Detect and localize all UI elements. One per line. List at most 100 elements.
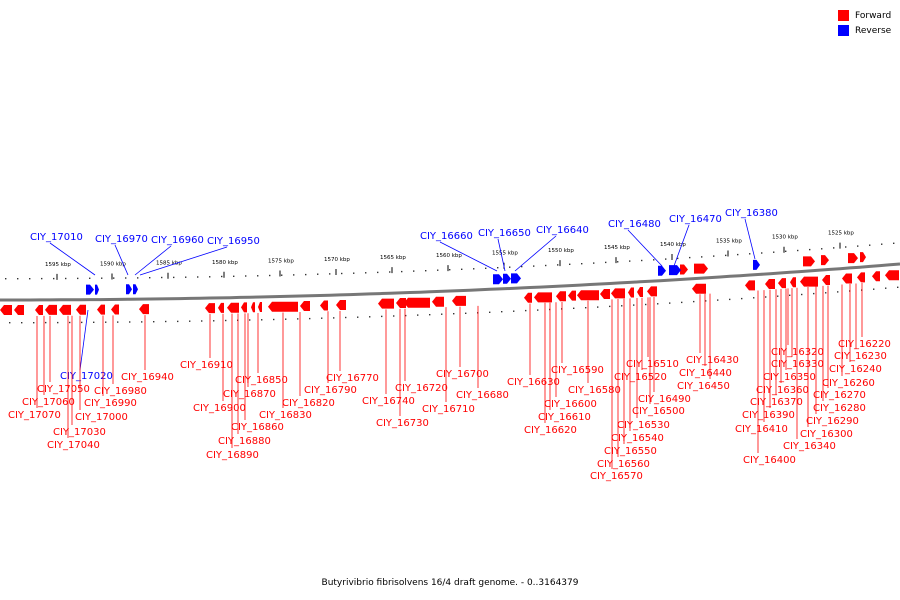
ruler-tick-label: 1570 kbp xyxy=(324,257,350,263)
reverse-gene-arrow xyxy=(493,274,503,285)
gene-label: CIY_17060 xyxy=(22,397,75,408)
reverse-gene-arrow xyxy=(133,284,138,295)
forward-gene-arrow xyxy=(45,304,57,315)
gene-label: CIY_16580 xyxy=(568,385,621,396)
gene-label: CIY_16790 xyxy=(304,385,357,396)
ruler-dot xyxy=(221,275,223,278)
reverse-gene-arrow xyxy=(658,265,666,276)
ruler-tick-label: 1590 kbp xyxy=(100,261,126,267)
ruler-dot xyxy=(293,274,295,276)
reverse-swatch xyxy=(838,25,849,36)
ruler-dot xyxy=(585,307,587,309)
ruler-dot xyxy=(233,275,235,277)
ruler-dot xyxy=(401,270,403,273)
gene-leader-line xyxy=(139,246,228,276)
gene-leader-line xyxy=(673,224,690,267)
gene-label: CIY_16540 xyxy=(611,433,664,444)
legend-forward: Forward xyxy=(838,8,891,23)
gene-label: CIY_16830 xyxy=(259,410,312,421)
ruler-dot xyxy=(453,313,455,315)
gene-leader-line xyxy=(114,244,129,276)
gene-label: CIY_16640 xyxy=(536,225,589,236)
ruler-dot xyxy=(605,261,607,264)
gene-label: CIY_16560 xyxy=(597,459,650,470)
ruler-dot xyxy=(21,322,23,324)
ruler-dot xyxy=(501,311,503,313)
map-caption: Butyrivibrio fibrisolvens 16/4 draft gen… xyxy=(321,578,579,588)
ruler-dot xyxy=(701,256,703,258)
gene-label: CIY_16570 xyxy=(590,471,643,482)
forward-gene-arrow xyxy=(452,295,466,306)
ruler-dot xyxy=(29,278,31,280)
ruler-dot xyxy=(689,256,691,259)
gene-label: CIY_16680 xyxy=(456,390,509,401)
reverse-gene-arrow xyxy=(95,284,99,295)
ruler-dot xyxy=(737,253,739,256)
gene-label: CIY_16860 xyxy=(231,422,284,433)
ruler-dot xyxy=(825,292,827,294)
ruler-dot xyxy=(389,271,391,273)
forward-gene-arrow xyxy=(556,291,566,302)
gene-leader-line xyxy=(79,309,89,371)
ruler-dot xyxy=(333,317,335,319)
gene-label: CIY_16220 xyxy=(838,339,891,350)
gene-label: CIY_16770 xyxy=(326,373,379,384)
ruler-dot xyxy=(41,277,43,280)
ruler-dot xyxy=(33,322,35,324)
ruler-dot xyxy=(593,262,595,264)
ruler-dot xyxy=(321,317,323,319)
ruler-tick-label: 1560 kbp xyxy=(436,253,462,259)
ruler-dot xyxy=(93,321,95,323)
gene-label: CIY_16910 xyxy=(180,360,233,371)
gene-label: CIY_16970 xyxy=(95,234,148,245)
gene-leader-line xyxy=(514,235,557,272)
ruler-dot xyxy=(629,260,631,262)
forward-gene-arrow xyxy=(800,276,818,287)
forward-gene-arrow xyxy=(227,302,239,313)
gene-label: CIY_16700 xyxy=(436,369,489,380)
ruler-dot xyxy=(485,267,487,269)
ruler-dot xyxy=(717,299,719,301)
ruler-dot xyxy=(657,303,659,305)
ruler-tick-label: 1525 kbp xyxy=(828,231,854,237)
ruler-dot xyxy=(249,319,251,321)
ruler-dot xyxy=(141,321,143,323)
gene-label: CIY_16350 xyxy=(763,372,816,383)
legend-forward-label: Forward xyxy=(855,10,892,21)
forward-gene-arrow xyxy=(611,288,625,299)
ruler-dot xyxy=(209,276,211,278)
gene-label: CIY_16290 xyxy=(806,416,859,427)
ruler-tick-label: 1550 kbp xyxy=(548,248,574,254)
ruler-dot xyxy=(537,309,539,311)
forward-gene-arrow xyxy=(790,277,796,288)
forward-gene-arrow xyxy=(251,302,255,313)
forward-gene-arrow xyxy=(97,304,105,315)
gene-label: CIY_16470 xyxy=(669,214,722,225)
ruler-layer: 1595 kbp 1590 kbp 1585 kbp 1580 kbp 1575 kbp… xyxy=(5,231,899,324)
ruler-dot xyxy=(105,321,107,323)
gene-label: CIY_16340 xyxy=(783,441,836,452)
ruler-dot xyxy=(693,300,695,303)
gene-label: CIY_16980 xyxy=(94,386,147,397)
ruler-dot xyxy=(509,266,511,268)
ruler-dot xyxy=(461,268,463,270)
ruler-dot xyxy=(161,276,163,279)
ruler-dot xyxy=(405,314,407,317)
ruler-dot xyxy=(633,304,635,306)
ruler-dot xyxy=(845,246,847,248)
ruler-dot xyxy=(345,316,347,319)
ruler-dot xyxy=(225,319,227,322)
ruler-dot xyxy=(305,273,307,276)
ruler-dot xyxy=(177,320,179,323)
forward-gene-arrow xyxy=(637,286,643,297)
gene-label: CIY_16900 xyxy=(193,403,246,414)
reverse-gene-arrow xyxy=(860,252,866,263)
gene-label: CIY_17040 xyxy=(47,440,100,451)
ruler-dot xyxy=(429,314,431,316)
reverse-gene-arrow xyxy=(86,284,94,295)
gene-label: CIY_17000 xyxy=(75,412,128,423)
ruler-dot xyxy=(801,293,803,296)
ruler-dot xyxy=(65,277,67,280)
ruler-dot xyxy=(285,318,287,320)
